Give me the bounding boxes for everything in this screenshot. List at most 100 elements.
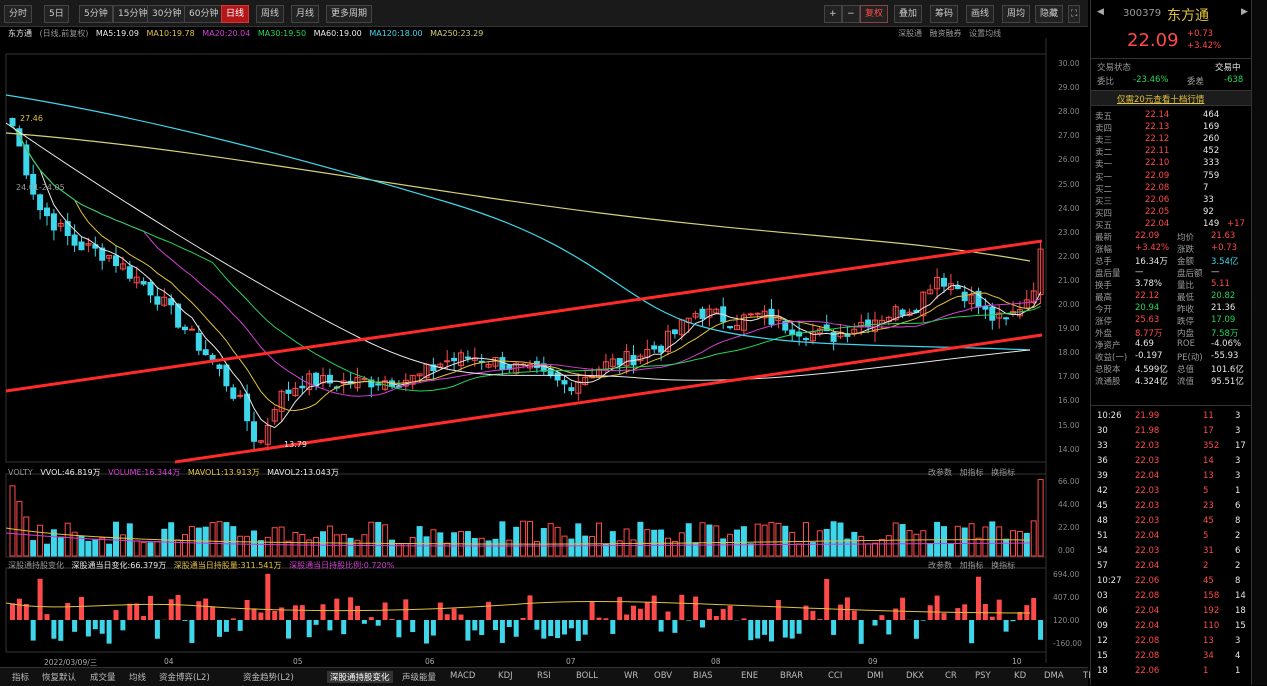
hk-bar-positive: [141, 616, 146, 620]
chips-button[interactable]: 筹码: [930, 5, 958, 23]
hk-avg-line: [6, 601, 1030, 613]
indicator-tab[interactable]: 资金博弈(L2): [159, 671, 210, 683]
hk-bar-positive: [617, 597, 622, 620]
candle-body: [804, 339, 809, 340]
hk-change-indicator[interactable]: 换指标: [991, 561, 1015, 570]
back-icon[interactable]: ◀: [1097, 7, 1104, 17]
indicator-tab[interactable]: 深股通持股变化: [327, 671, 393, 683]
period-weekly-button[interactable]: 周线: [256, 5, 284, 23]
indicator-tab[interactable]: CR: [945, 671, 957, 681]
period-minute-button[interactable]: 分时: [4, 5, 32, 23]
kline-chart[interactable]: [0, 38, 1090, 667]
candle-body: [38, 195, 43, 210]
indicator-tab[interactable]: BIAS: [693, 671, 713, 681]
indicator-tab[interactable]: KD: [1014, 671, 1026, 681]
zoom-out-button[interactable]: −: [842, 5, 860, 23]
indicator-tab[interactable]: DMA: [1044, 671, 1064, 681]
stat-label: 换手: [1095, 279, 1112, 291]
chart-mode-label[interactable]: (日线,前复权): [40, 29, 89, 38]
hk-holding-bars: [6, 574, 1043, 644]
indicator-tab[interactable]: BRAR: [780, 671, 803, 681]
hk-edit-params[interactable]: 改参数: [928, 561, 952, 570]
indicator-tab[interactable]: 声级能量: [402, 671, 436, 683]
indicator-tab[interactable]: DKX: [906, 671, 924, 681]
indicator-tab[interactable]: WR: [624, 671, 638, 681]
hk-connect-link[interactable]: 深股通: [898, 29, 922, 38]
level10-banner-text[interactable]: 仅需20元查看十档行情: [1117, 93, 1204, 105]
candle-body: [314, 373, 319, 386]
indicator-tab[interactable]: 资金趋势(L2): [243, 671, 294, 683]
vol-edit-params[interactable]: 改参数: [928, 468, 952, 477]
period-30min-button[interactable]: 30分钟: [147, 5, 186, 23]
indicator-tab[interactable]: PSY: [975, 671, 991, 681]
indicator-tab[interactable]: CCI: [828, 671, 842, 681]
forward-icon[interactable]: ▶: [1241, 7, 1248, 17]
period-monthly-button[interactable]: 月线: [291, 5, 319, 23]
ma20-line: [13, 126, 1041, 397]
period-daily-button[interactable]: 日线: [221, 5, 249, 23]
tick-time: 33: [1097, 441, 1108, 451]
indicator-tab[interactable]: KDJ: [498, 671, 513, 681]
side-scrollbar[interactable]: [1251, 0, 1267, 685]
volume-bar: [776, 523, 781, 556]
indicator-tab[interactable]: RSI: [537, 671, 551, 681]
bid-volume: 7: [1203, 183, 1208, 193]
hk-bar-positive: [438, 603, 443, 620]
period-60min-button[interactable]: 60分钟: [184, 5, 223, 23]
hk-bar-positive: [334, 599, 339, 620]
period-5day-button[interactable]: 5日: [44, 5, 69, 23]
volume-bar: [928, 544, 933, 556]
overlay-dropdown[interactable]: 叠加: [894, 5, 922, 23]
volume-bar: [445, 543, 450, 556]
vol-add-indicator[interactable]: 加指标: [960, 468, 984, 477]
hk-add-indicator[interactable]: 加指标: [960, 561, 984, 570]
indicator-tab[interactable]: MACD: [450, 671, 475, 681]
level10-banner[interactable]: 仅需20元查看十档行情: [1091, 90, 1251, 106]
volume-bar: [576, 524, 581, 556]
ask-price: 22.10: [1145, 158, 1169, 168]
indicator-tab[interactable]: 指标: [12, 671, 29, 683]
indicator-tab[interactable]: 成交量: [90, 671, 116, 683]
candle-body: [990, 307, 995, 320]
indicator-tab[interactable]: OBV: [654, 671, 672, 681]
tick-count: 2: [1235, 561, 1240, 571]
date-tick: 10: [1012, 657, 1022, 666]
price-panel-frame: [6, 54, 1046, 462]
indicator-tab[interactable]: BOLL: [576, 671, 598, 681]
tick-time: 18: [1097, 666, 1108, 676]
stat-label: 盘后额: [1177, 267, 1203, 279]
indicator-tab[interactable]: 恢复默认: [42, 671, 76, 683]
weekly-avg-button[interactable]: 周均: [1002, 5, 1030, 23]
indicator-tab[interactable]: ENE: [741, 671, 758, 681]
candle-body: [183, 327, 188, 329]
zoom-in-button[interactable]: +: [824, 5, 842, 23]
tick-count: 8: [1235, 516, 1240, 526]
fullscreen-icon[interactable]: ⛶: [1068, 5, 1080, 23]
price-tick: 15.00: [1058, 421, 1079, 430]
period-5min-button[interactable]: 5分钟: [79, 5, 113, 23]
ma-settings-link[interactable]: 设置均线: [969, 29, 1001, 38]
vol-change-indicator[interactable]: 换指标: [991, 468, 1015, 477]
volume-bar: [183, 535, 188, 556]
draw-line-button[interactable]: 画线: [966, 5, 994, 23]
hk-bar-positive: [838, 605, 843, 620]
more-periods-dropdown[interactable]: 更多周期: [326, 5, 372, 23]
indicator-tab[interactable]: DMI: [867, 671, 883, 681]
hk-bar-negative: [493, 620, 498, 630]
volume-bar: [548, 524, 553, 556]
indicator-tab[interactable]: 均线: [129, 671, 146, 683]
hide-button[interactable]: 隐藏: [1035, 5, 1063, 23]
margin-link[interactable]: 融资融券: [930, 29, 962, 38]
adjust-dropdown[interactable]: 复权: [860, 5, 888, 23]
